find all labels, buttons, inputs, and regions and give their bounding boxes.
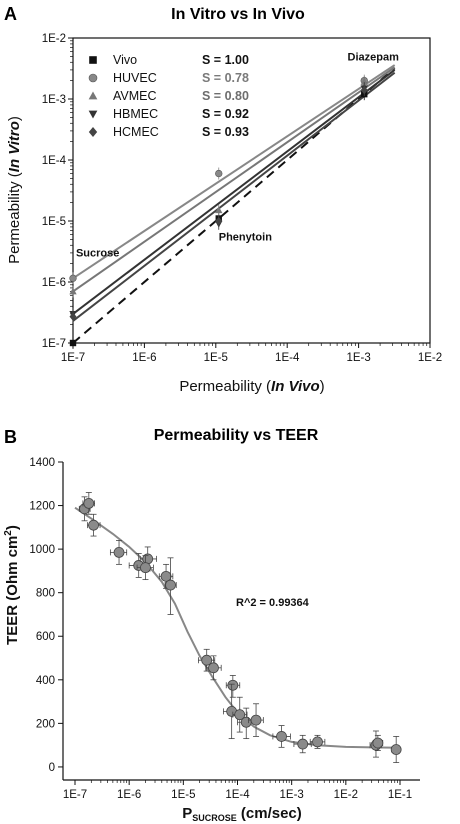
legend-marker-hbmec [88, 110, 98, 119]
panel-b: B Permeability vs TEER 1E-7 1E-6 1E-5 1E-4 1… [3, 427, 420, 823]
panel-a-letter: A [4, 4, 17, 24]
point-hcmec [360, 85, 368, 95]
panel-b-r2-annotation: R^2 = 0.99364 [236, 597, 310, 609]
data-point [160, 570, 172, 582]
y-tick-label: 1E-6 [42, 277, 66, 289]
data-point [297, 738, 309, 750]
data-point [113, 546, 125, 558]
panel-a-x-axis-label: Permeability (In Vivo) [179, 378, 324, 395]
legend-label-hbmec: HBMEC [113, 107, 158, 121]
legend-marker-vivo [89, 56, 97, 64]
annotation-phenytoin: Phenytoin [219, 231, 272, 243]
data-point [250, 714, 262, 726]
point-hcmec [69, 312, 77, 321]
x-tick-label: 1E-6 [117, 789, 141, 801]
point-avmec [215, 206, 223, 214]
annotation-diazepam: Diazepam [348, 51, 400, 63]
y-tick-label: 1E-4 [42, 155, 67, 167]
fit-line-hcmec [72, 71, 396, 322]
fit-line-avmec [72, 66, 396, 293]
point-huvec [215, 169, 223, 178]
legend-s-value-avmec: S = 0.80 [202, 89, 249, 103]
panel-a-x-axis: 1E-7 1E-6 1E-5 1E-4 1E-3 1E-2 [61, 343, 442, 364]
data-point [390, 744, 402, 755]
x-tick-label: 1E-3 [346, 352, 370, 364]
point-vivo [69, 339, 77, 347]
panel-b-x-axis: 1E-7 1E-6 1E-5 1E-4 1E-3 1E-2 1E-1 [63, 780, 412, 801]
legend-label-hcmec: HCMEC [113, 125, 159, 139]
x-tick-label: 1E-4 [225, 789, 250, 801]
panel-a-y-axis: 1E-7 1E-6 1E-5 1E-4 1E-3 1E-2 [42, 33, 73, 350]
y-tick-label: 1000 [29, 544, 55, 556]
panel-b-y-axis: 0 200 400 600 800 1000 1200 1400 [29, 457, 63, 774]
legend-s-value-vivo: S = 1.00 [202, 53, 249, 67]
legend-s-value-hcmec: S = 0.93 [202, 125, 249, 139]
data-point [372, 737, 384, 749]
point-huvec [69, 274, 77, 282]
y-tick-label: 200 [36, 718, 55, 730]
panel-a-title: In Vitro vs In Vivo [171, 6, 305, 23]
y-tick-label: 1E-2 [42, 33, 66, 45]
data-point [234, 709, 246, 721]
y-tick-label: 600 [36, 631, 55, 643]
data-point [227, 679, 239, 691]
y-tick-label: 400 [36, 675, 55, 687]
panel-b-x-axis-label: PSUCROSE (cm/sec) [182, 805, 302, 823]
data-point [201, 654, 213, 666]
data-point [88, 519, 99, 531]
y-tick-label: 1E-7 [42, 338, 66, 350]
x-tick-label: 1E-5 [171, 789, 195, 801]
legend-label-vivo: Vivo [113, 53, 137, 67]
x-tick-label: 1E-2 [418, 352, 442, 364]
x-tick-label: 1E-3 [280, 789, 304, 801]
x-tick-label: 1E-2 [334, 789, 358, 801]
y-tick-label: 1200 [29, 501, 55, 513]
legend-marker-avmec [88, 91, 98, 100]
y-tick-label: 1E-5 [42, 216, 66, 228]
data-point [140, 562, 151, 574]
data-point [240, 716, 252, 728]
point-avmec [69, 287, 77, 295]
data-point [83, 497, 95, 509]
x-tick-label: 1E-7 [63, 789, 87, 801]
panel-b-letter: B [4, 427, 17, 447]
data-point [312, 736, 323, 748]
fit-line-hbmec [72, 69, 396, 315]
legend-s-value-huvec: S = 0.78 [202, 71, 249, 85]
legend-s-value-hbmec: S = 0.92 [202, 107, 249, 121]
x-tick-label: 1E-6 [132, 352, 156, 364]
panel-a-plot-frame [72, 37, 431, 344]
legend-label-avmec: AVMEC [113, 89, 157, 103]
legend-marker-huvec [88, 73, 98, 83]
panel-a-legend: Vivo S = 1.00 HUVEC S = 0.78 AVMEC S = 0.80 HB… [88, 53, 249, 139]
panel-b-y-axis-label: TEER (Ohm cm2) [3, 525, 21, 645]
point-hcmec [215, 216, 223, 226]
y-tick-label: 800 [36, 588, 55, 600]
data-point [208, 662, 219, 674]
data-point [165, 579, 176, 591]
y-tick-label: 1E-3 [42, 94, 66, 106]
x-tick-label: 1E-1 [388, 789, 412, 801]
panel-b-data-points [78, 492, 402, 763]
panel-a-data-points [69, 74, 368, 349]
panel-a-fit-lines [72, 64, 396, 344]
y-tick-label: 1400 [29, 457, 55, 469]
panel-a-y-axis-label: Permeability (In Vitro) [6, 116, 23, 264]
x-tick-label: 1E-4 [275, 352, 300, 364]
panel-a-annotations: Sucrose Phenytoin Diazepam [76, 51, 399, 259]
panel-a: A In Vitro vs In Vivo 1E-7 1E-6 1E-5 1E-4 1E… [4, 4, 442, 395]
x-tick-label: 1E-5 [204, 352, 228, 364]
x-tick-label: 1E-7 [61, 352, 85, 364]
panel-b-title: Permeability vs TEER [154, 427, 319, 444]
legend-marker-hcmec [88, 127, 98, 137]
point-avmec [360, 78, 368, 85]
annotation-sucrose: Sucrose [76, 248, 119, 260]
data-point [276, 731, 287, 742]
y-tick-label: 0 [49, 762, 55, 774]
fit-line-huvec [72, 64, 396, 280]
legend-label-huvec: HUVEC [113, 71, 157, 85]
